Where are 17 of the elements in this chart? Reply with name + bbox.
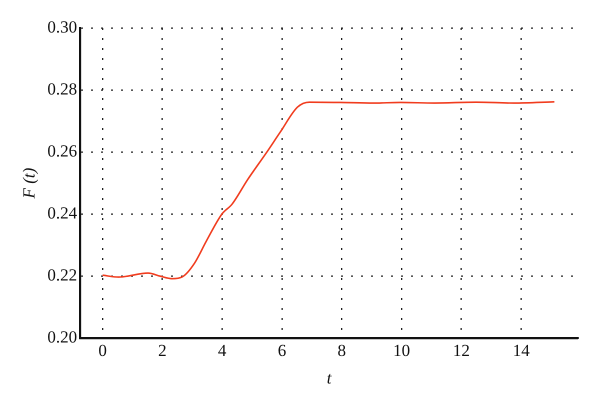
y-tick-label: 0.24 bbox=[47, 204, 78, 223]
x-tick-label: 6 bbox=[278, 340, 286, 360]
y-axis-title: F (t) bbox=[20, 167, 39, 200]
x-tick-label: 2 bbox=[158, 340, 167, 360]
x-tick-label: 0 bbox=[98, 340, 107, 360]
x-tick-label: 4 bbox=[218, 340, 227, 360]
y-tick-label: 0.30 bbox=[47, 17, 78, 36]
x-tick-label: 8 bbox=[338, 340, 346, 360]
x-axis-title: t bbox=[326, 368, 333, 388]
line-series bbox=[102, 101, 556, 280]
y-tick-label: 0.26 bbox=[47, 142, 78, 161]
x-tick-label: 14 bbox=[512, 340, 530, 360]
x-tick-label: 10 bbox=[393, 340, 410, 360]
y-tick-label: 0.20 bbox=[47, 328, 78, 347]
y-tick-label: 0.22 bbox=[47, 266, 78, 285]
y-tick-label: 0.28 bbox=[47, 80, 78, 99]
x-tick-label: 12 bbox=[452, 340, 470, 360]
